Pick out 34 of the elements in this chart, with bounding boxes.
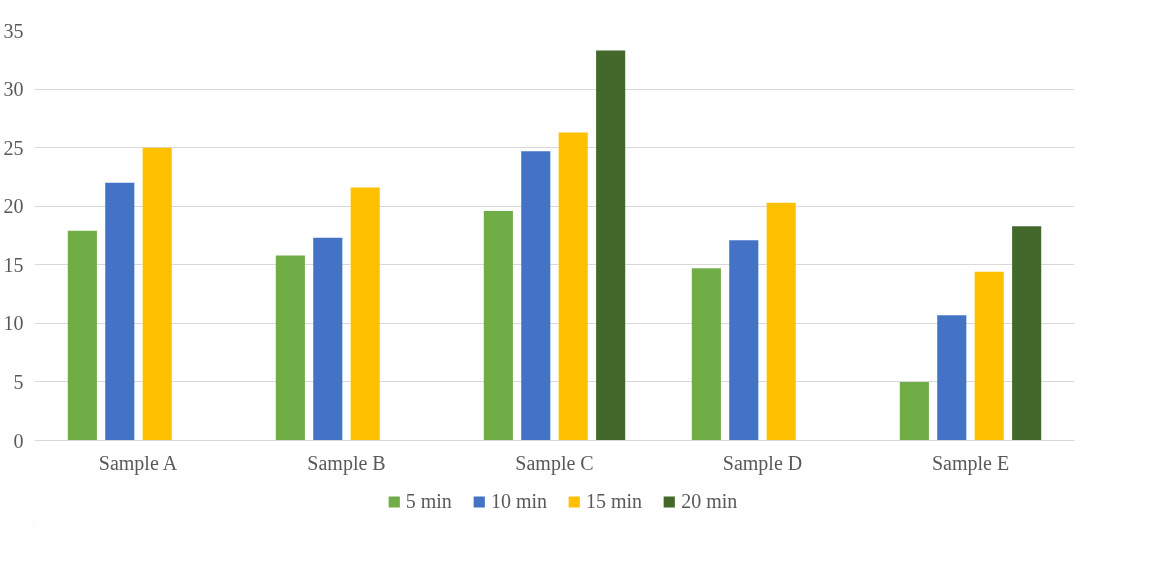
bar bbox=[142, 147, 172, 441]
bar bbox=[521, 151, 551, 441]
bar bbox=[766, 202, 796, 441]
bar bbox=[974, 271, 1004, 441]
bar bbox=[729, 240, 759, 441]
y-tick-label: 10 bbox=[3, 312, 24, 335]
bar bbox=[350, 187, 380, 441]
bar bbox=[596, 50, 626, 441]
legend-label: 10 min bbox=[490, 489, 547, 513]
x-tick-label: Sample E bbox=[931, 451, 1010, 475]
y-tick-label: 15 bbox=[3, 253, 24, 276]
legend-label: 5 min bbox=[405, 489, 452, 513]
bar bbox=[899, 381, 929, 441]
y-tick-label: 25 bbox=[3, 136, 24, 159]
x-tick-label: Sample D bbox=[722, 451, 803, 475]
bar bbox=[937, 315, 967, 441]
bar bbox=[105, 182, 135, 441]
bar bbox=[558, 132, 588, 441]
bar bbox=[275, 255, 305, 441]
bar bbox=[67, 230, 97, 441]
x-tick-label: Sample C bbox=[515, 451, 594, 475]
bar bbox=[483, 210, 513, 441]
x-tick-label: Sample B bbox=[307, 451, 386, 475]
y-tick-label: 35 bbox=[3, 19, 24, 42]
legend-label: 15 min bbox=[586, 489, 643, 513]
y-tick-label: 0 bbox=[13, 429, 24, 452]
y-tick-label: 20 bbox=[3, 195, 24, 218]
legend-label: 20 min bbox=[681, 489, 738, 513]
x-tick-label: Sample A bbox=[98, 451, 178, 475]
y-tick-label: 30 bbox=[3, 78, 24, 101]
bar bbox=[313, 237, 343, 441]
bar bbox=[691, 268, 721, 441]
bar bbox=[1012, 226, 1042, 441]
y-tick-label: 5 bbox=[13, 370, 24, 393]
